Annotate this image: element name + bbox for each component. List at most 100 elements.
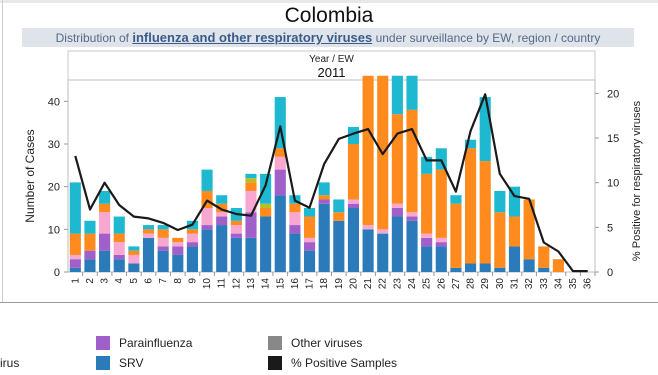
bar-ew22-series0	[377, 233, 389, 272]
bar-ew11-series3	[216, 203, 228, 213]
bar-ew3-series5	[99, 190, 111, 204]
bar-ew16-series2	[289, 212, 301, 226]
x-tick-label-6: 6	[144, 278, 155, 284]
frame-left-edge	[2, 0, 3, 303]
bar-ew19-series0	[333, 220, 345, 272]
bar-ew8-series2	[172, 242, 184, 247]
bar-ew25-series5	[421, 156, 433, 174]
bar-ew1-series1	[69, 259, 81, 268]
x-tick-label-8: 8	[173, 278, 184, 284]
bar-ew20-series2	[347, 199, 360, 204]
year-header-box	[67, 50, 596, 81]
subtitle-link[interactable]: influenza and other respiratory viruses	[132, 30, 373, 45]
x-tick-label-2: 2	[85, 278, 96, 284]
bar-ew32-series3	[523, 199, 535, 260]
y2-tick-label-0: 0	[607, 267, 613, 279]
x-tick-label-7: 7	[158, 278, 169, 284]
legend-label-positive-samples: % Positive Samples	[291, 356, 398, 370]
bar-ew2-series0	[84, 259, 96, 272]
legend-label-srv: SRV	[119, 356, 144, 370]
bar-ew13-series2	[245, 190, 257, 213]
x-tick-label-15: 15	[275, 278, 286, 290]
bar-ew13-series3	[245, 182, 257, 191]
x-tick-label-22: 22	[378, 278, 389, 290]
subtitle-banner: Distribution of influenza and other resp…	[22, 28, 634, 47]
bar-ew26-series1	[435, 242, 447, 247]
bar-ew26-series2	[435, 237, 447, 243]
legend-label-truncated: irus	[0, 356, 20, 370]
x-tick-label-14: 14	[261, 278, 272, 290]
bar-ew22-series2	[377, 229, 389, 234]
bar-ew9-series3	[186, 229, 198, 234]
bar-ew7-series1	[157, 246, 169, 251]
bar-ew3-series0	[99, 250, 111, 272]
bar-ew6-series5	[142, 225, 155, 230]
legend-item-parainfluenza: Parainfluenza	[96, 336, 192, 350]
legend-label-parainfluenza: Parainfluenza	[119, 336, 193, 350]
legend-item-positive-samples: % Positive Samples	[268, 356, 397, 370]
x-tick-label-26: 26	[436, 278, 447, 290]
y2-tick-label-5: 5	[607, 222, 613, 234]
y2-tick-label-20: 20	[607, 88, 619, 100]
bar-ew8-series3	[172, 237, 184, 243]
x-tick-label-12: 12	[231, 278, 242, 290]
bar-ew12-series1	[230, 233, 242, 238]
x-tick-label-31: 31	[509, 278, 520, 290]
page-title: Colombia	[284, 4, 374, 27]
y-axis-title: Number of Cases	[23, 129, 37, 222]
bar-ew13-series4	[245, 178, 257, 183]
bar-ew14-series0	[260, 216, 272, 272]
x-tick-label-30: 30	[495, 278, 506, 290]
bar-ew24-series5	[406, 75, 418, 110]
x-tick-label-1: 1	[70, 278, 81, 284]
bar-ew18-series1	[318, 199, 330, 204]
x-tick-label-21: 21	[363, 278, 374, 290]
y2-tick-label-10: 10	[607, 178, 619, 190]
bar-ew6-series3	[142, 229, 155, 234]
x-tick-label-36: 36	[583, 278, 594, 290]
bar-ew30-series0	[494, 267, 506, 272]
bar-ew5-series3	[128, 250, 140, 255]
bar-ew17-series2	[303, 237, 316, 243]
bar-ew14-series3	[260, 208, 272, 217]
bar-ew29-series5	[479, 97, 491, 162]
bar-ew10-series5	[201, 169, 213, 191]
y-tick-label-40: 40	[48, 96, 60, 108]
bar-ew32-series0	[523, 259, 535, 272]
bar-ew11-series0	[216, 225, 228, 272]
bar-ew18-series3	[318, 195, 330, 200]
bar-ew3-series3	[99, 203, 111, 213]
bar-ew29-series0	[479, 263, 491, 272]
bar-ew17-series5	[303, 208, 316, 217]
bar-ew10-series1	[201, 225, 213, 230]
bar-ew7-series0	[157, 250, 169, 272]
x-tick-label-24: 24	[407, 278, 418, 290]
bar-ew18-series0	[318, 203, 330, 272]
bar-ew15-series3	[274, 148, 286, 157]
bar-ew28-series0	[465, 263, 477, 272]
y-tick-label-0: 0	[54, 267, 60, 279]
bar-ew23-series5	[391, 75, 403, 115]
bar-ew23-series2	[391, 203, 403, 208]
bar-ew8-series0	[172, 254, 184, 272]
x-tick-label-5: 5	[129, 278, 140, 284]
bar-ew21-series0	[362, 229, 374, 272]
y2-axis-title: % Positive for respiratory viruses	[631, 100, 643, 261]
bar-ew29-series3	[479, 161, 491, 264]
year-ew-header: Year / EW	[309, 54, 354, 65]
bar-ew11-series1	[216, 216, 228, 226]
x-tick-label-33: 33	[539, 278, 550, 290]
bar-ew17-series0	[303, 250, 316, 272]
legend-swatch-other-viruses	[268, 336, 282, 350]
bar-ew11-series2	[216, 212, 228, 217]
bar-ew5-series5	[128, 246, 140, 251]
bar-ew24-series2	[406, 212, 418, 217]
bar-ew1-series0	[69, 267, 81, 272]
x-tick-label-27: 27	[451, 278, 462, 290]
bar-ew26-series3	[435, 169, 447, 238]
bar-ew27-series3	[450, 203, 462, 268]
x-tick-label-19: 19	[334, 278, 345, 290]
bar-ew25-series3	[421, 173, 433, 234]
positive-samples-line	[74, 93, 588, 273]
